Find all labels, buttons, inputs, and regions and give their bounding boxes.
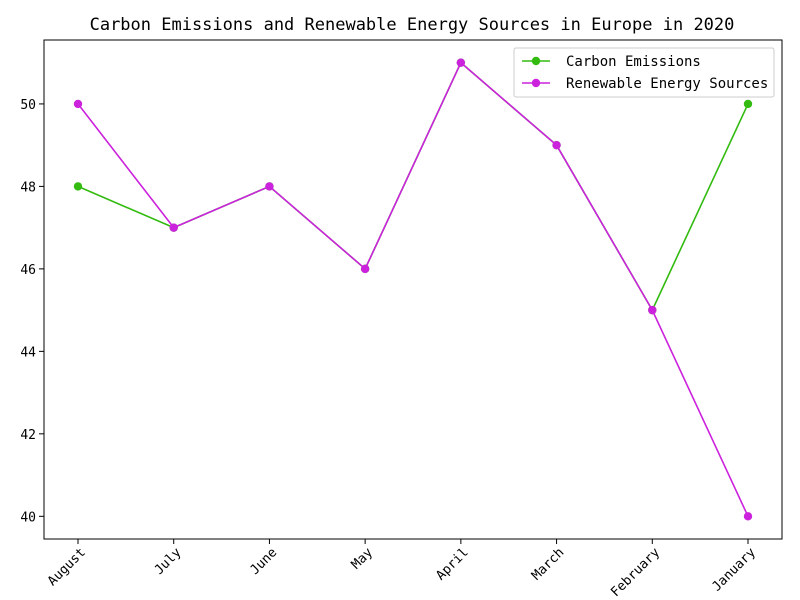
data-point: [73, 99, 83, 109]
series-line: [77, 61, 749, 517]
legend: Carbon Emissions Renewable Energy Sources: [513, 47, 775, 98]
legend-label: Renewable Energy Sources: [566, 76, 768, 92]
data-point: [265, 182, 274, 191]
data-point: [169, 223, 178, 232]
chart-title: Carbon Emissions and Renewable Energy So…: [90, 15, 735, 35]
legend-label: Carbon Emissions: [566, 54, 701, 70]
data-point: [743, 99, 753, 109]
x-tick-label: June: [248, 545, 281, 578]
x-tick-label: August: [45, 545, 89, 589]
legend-marker: [531, 56, 541, 66]
data-point: [743, 512, 753, 521]
x-tick-label: January: [709, 545, 758, 594]
data-point: [648, 305, 657, 315]
x-tick-label: April: [433, 545, 471, 583]
y-tick-label: 40: [20, 510, 36, 525]
series-layer: [73, 58, 753, 521]
legend-marker: [531, 78, 541, 88]
x-tick-label: May: [349, 545, 376, 572]
y-tick-label: 46: [20, 263, 36, 278]
x-tick-label: March: [529, 545, 567, 583]
data-point: [552, 140, 561, 150]
y-tick-label: 50: [20, 98, 36, 113]
plot-frame: [43, 39, 783, 540]
data-point: [360, 264, 370, 274]
x-tick-label: July: [152, 545, 185, 578]
y-tick-label: 42: [20, 428, 36, 443]
series-line: [77, 61, 749, 312]
y-axis: 40 42 44 46 48 50: [20, 98, 44, 525]
x-tick-label: February: [608, 545, 663, 600]
data-point: [73, 182, 83, 191]
data-point: [456, 58, 466, 67]
legend-box: [513, 47, 775, 98]
series-renewable-energy-sources: [73, 58, 753, 521]
y-tick-label: 44: [20, 345, 36, 360]
y-tick-label: 48: [20, 180, 36, 195]
x-axis: August July June May April March February Janua…: [45, 539, 759, 600]
